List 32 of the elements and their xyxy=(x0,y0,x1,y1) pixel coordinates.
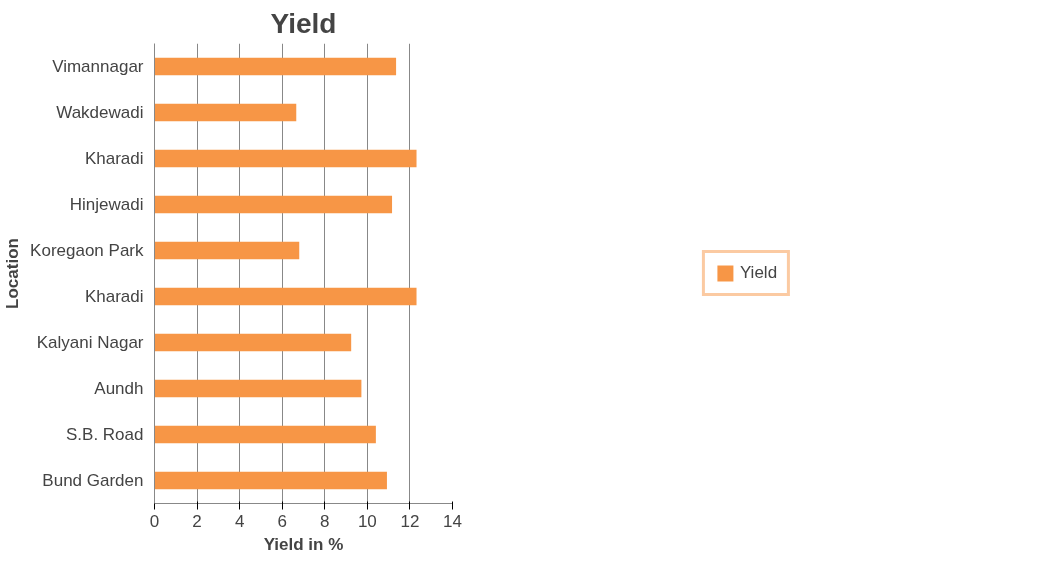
y-tick-label: Hinjewadi xyxy=(69,195,144,214)
bar xyxy=(154,149,417,168)
bar xyxy=(154,333,352,352)
x-tick-label: 6 xyxy=(277,511,287,531)
y-tick-label: S.B. Road xyxy=(66,425,144,444)
y-tick-label: Aundh xyxy=(94,379,144,398)
x-tick-label: 12 xyxy=(400,511,420,531)
y-tick-label: Kalyani Nagar xyxy=(36,333,144,352)
bar xyxy=(154,287,417,306)
y-tick-label: Kharadi xyxy=(84,149,144,168)
bar xyxy=(154,471,387,490)
y-tick-label: Vimannagar xyxy=(52,57,144,76)
bar xyxy=(154,379,362,398)
bar xyxy=(154,57,397,76)
x-axis-title: Yield in % xyxy=(263,534,344,554)
bar xyxy=(154,195,393,214)
x-tick-label: 2 xyxy=(192,511,202,531)
legend-label: Yield xyxy=(739,263,778,283)
y-tick-label: Kharadi xyxy=(84,287,144,306)
bar xyxy=(154,103,297,122)
y-tick-label: Koregaon Park xyxy=(30,241,144,260)
y-axis-title: Location xyxy=(3,238,23,309)
y-tick-label: Wakdewadi xyxy=(56,103,144,122)
chart-title: Yield xyxy=(270,7,337,39)
x-tick-label: 14 xyxy=(443,511,462,531)
x-tick-label: 0 xyxy=(149,511,160,531)
bar xyxy=(154,241,300,260)
bar xyxy=(154,425,376,444)
y-tick-label: Bund Garden xyxy=(42,471,144,490)
x-tick-label: 4 xyxy=(234,511,245,531)
x-tick-label: 10 xyxy=(357,511,377,531)
x-tick-label: 8 xyxy=(320,511,330,531)
